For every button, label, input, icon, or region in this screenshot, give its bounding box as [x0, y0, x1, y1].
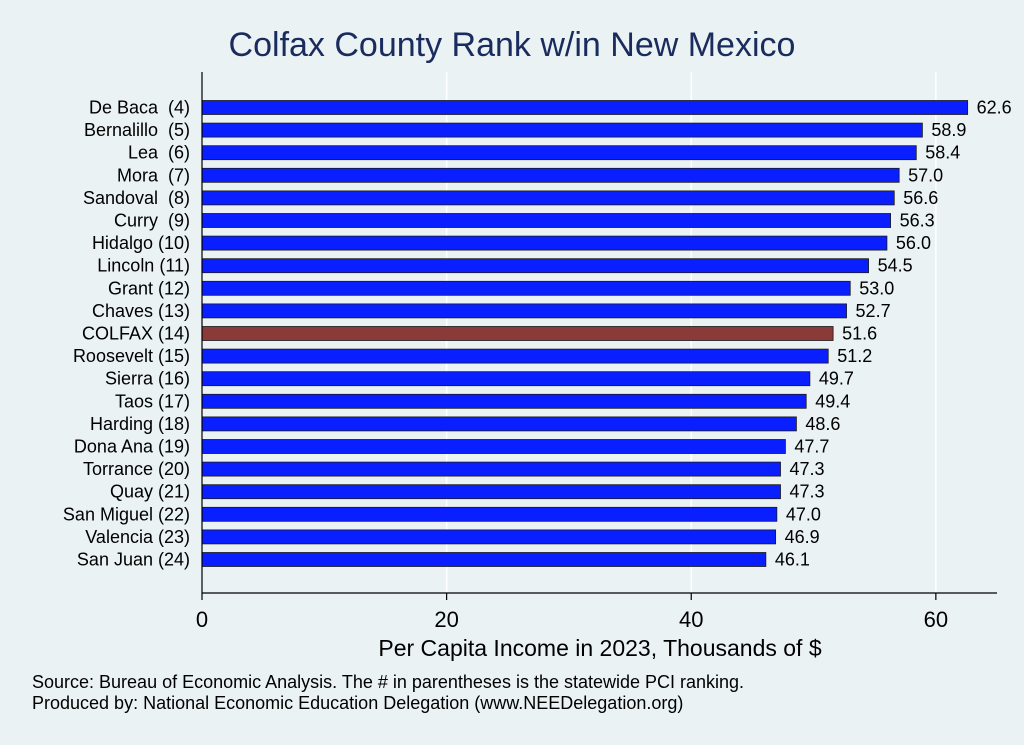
data-label-0: 62.6 — [977, 98, 1012, 118]
produced-by-note: Produced by: National Economic Education… — [32, 693, 684, 713]
data-label-3: 57.0 — [908, 165, 943, 185]
data-label-12: 49.7 — [819, 369, 854, 389]
category-label-19: Valencia (23) — [85, 527, 190, 547]
data-label-1: 58.9 — [931, 120, 966, 140]
category-label-13: Taos (17) — [115, 391, 190, 411]
data-label-16: 47.3 — [790, 459, 825, 479]
bar-2 — [201, 145, 917, 161]
bar-3 — [201, 167, 900, 183]
category-label-4: Sandoval (8) — [83, 188, 190, 208]
category-label-20: San Juan (24) — [77, 550, 190, 570]
chart-notes: Source: Bureau of Economic Analysis. The… — [32, 672, 744, 714]
bar-5 — [201, 213, 891, 228]
bar-9 — [201, 303, 847, 319]
data-label-11: 51.2 — [837, 346, 872, 366]
x-tick-label-2: 40 — [679, 607, 703, 632]
category-label-16: Torrance (20) — [83, 459, 190, 479]
category-label-17: Quay (21) — [110, 482, 190, 502]
category-label-6: Hidalgo (10) — [92, 233, 190, 253]
category-label-11: Roosevelt (15) — [73, 346, 190, 366]
category-label-14: Harding (18) — [90, 414, 190, 434]
category-label-1: Bernalillo (5) — [84, 120, 190, 140]
category-label-18: San Miguel (22) — [63, 504, 190, 524]
bar-4 — [201, 190, 895, 206]
category-label-9: Chaves (13) — [92, 301, 190, 321]
bar-0 — [201, 100, 969, 115]
category-label-2: Lea (6) — [128, 143, 190, 163]
bar-10 — [201, 326, 834, 341]
bar-12 — [201, 371, 811, 387]
data-label-2: 58.4 — [925, 143, 960, 163]
category-label-0: De Baca (4) — [89, 98, 190, 118]
category-label-12: Sierra (16) — [105, 369, 190, 389]
x-tick-label-0: 0 — [196, 607, 208, 632]
bar-19 — [201, 529, 777, 545]
bar-17 — [201, 484, 781, 500]
bar-20 — [201, 552, 767, 567]
data-label-20: 46.1 — [775, 550, 810, 570]
category-label-15: Dona Ana (19) — [74, 437, 190, 457]
bar-11 — [201, 348, 829, 364]
bar-7 — [201, 258, 869, 274]
data-label-6: 56.0 — [896, 233, 931, 253]
data-label-13: 49.4 — [815, 391, 850, 411]
data-label-15: 47.7 — [794, 437, 829, 457]
data-label-10: 51.6 — [842, 324, 877, 344]
source-note: Source: Bureau of Economic Analysis. The… — [32, 672, 745, 692]
x-tick-label-1: 20 — [434, 607, 458, 632]
data-label-7: 54.5 — [878, 256, 913, 276]
bar-14 — [201, 416, 797, 432]
category-label-10: COLFAX (14) — [82, 324, 190, 344]
data-label-17: 47.3 — [790, 482, 825, 502]
data-label-18: 47.0 — [786, 504, 821, 524]
x-axis-label: Per Capita Income in 2023, Thousands of … — [378, 635, 821, 661]
bar-13 — [201, 393, 807, 409]
bar-18 — [201, 506, 778, 522]
data-label-9: 52.7 — [856, 301, 891, 321]
data-label-4: 56.6 — [903, 188, 938, 208]
data-label-5: 56.3 — [900, 211, 935, 231]
data-label-8: 53.0 — [859, 278, 894, 298]
chart-title: Colfax County Rank w/in New Mexico — [228, 26, 796, 64]
x-tick-label-3: 60 — [924, 607, 948, 632]
bar-6 — [201, 235, 888, 251]
bar-16 — [201, 461, 781, 477]
bar-15 — [201, 439, 786, 454]
bar-8 — [201, 280, 851, 296]
data-label-19: 46.9 — [785, 527, 820, 547]
data-label-14: 48.6 — [805, 414, 840, 434]
category-label-7: Lincoln (11) — [97, 256, 190, 276]
category-label-5: Curry (9) — [114, 211, 190, 231]
category-label-3: Mora (7) — [117, 165, 190, 185]
category-label-8: Grant (12) — [108, 278, 190, 298]
bar-1 — [201, 122, 923, 138]
